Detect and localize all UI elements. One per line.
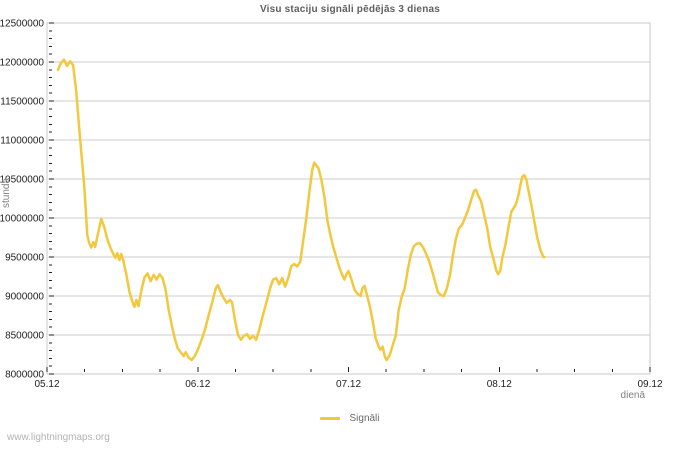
plot-border <box>46 22 651 375</box>
x-tick-label: 07.12 <box>336 379 361 390</box>
y-tick-label: 11000000 <box>0 136 44 147</box>
y-tick-label: 9500000 <box>5 253 44 264</box>
y-tick-label: 10500000 <box>0 175 44 186</box>
legend: Signāli <box>0 410 700 426</box>
y-tick-label: 9000000 <box>5 292 44 303</box>
x-tick-label: 05.12 <box>34 379 59 390</box>
y-tick-label: 8000000 <box>5 370 44 381</box>
y-tick-label: 12000000 <box>0 58 44 69</box>
legend-label: Signāli <box>349 412 380 424</box>
signals-line <box>56 58 546 362</box>
x-tick-label: 08.12 <box>487 379 512 390</box>
y-axis-unit-label: stundā <box>1 177 12 209</box>
x-axis-unit-label: dienā <box>620 390 645 401</box>
y-tick-label: 11500000 <box>0 97 44 108</box>
x-tick-label: 06.12 <box>185 379 210 390</box>
y-tick-label: 8500000 <box>5 331 44 342</box>
y-tick-label: 12500000 <box>0 19 44 30</box>
x-tick-label: 09.12 <box>637 379 662 390</box>
chart-title: Visu staciju signāli pēdējās 3 dienas <box>259 4 441 15</box>
y-tick-label: 10000000 <box>0 214 44 225</box>
legend-line-swatch-icon <box>320 416 341 420</box>
watermark-link[interactable]: www.lightningmaps.org <box>7 432 110 443</box>
